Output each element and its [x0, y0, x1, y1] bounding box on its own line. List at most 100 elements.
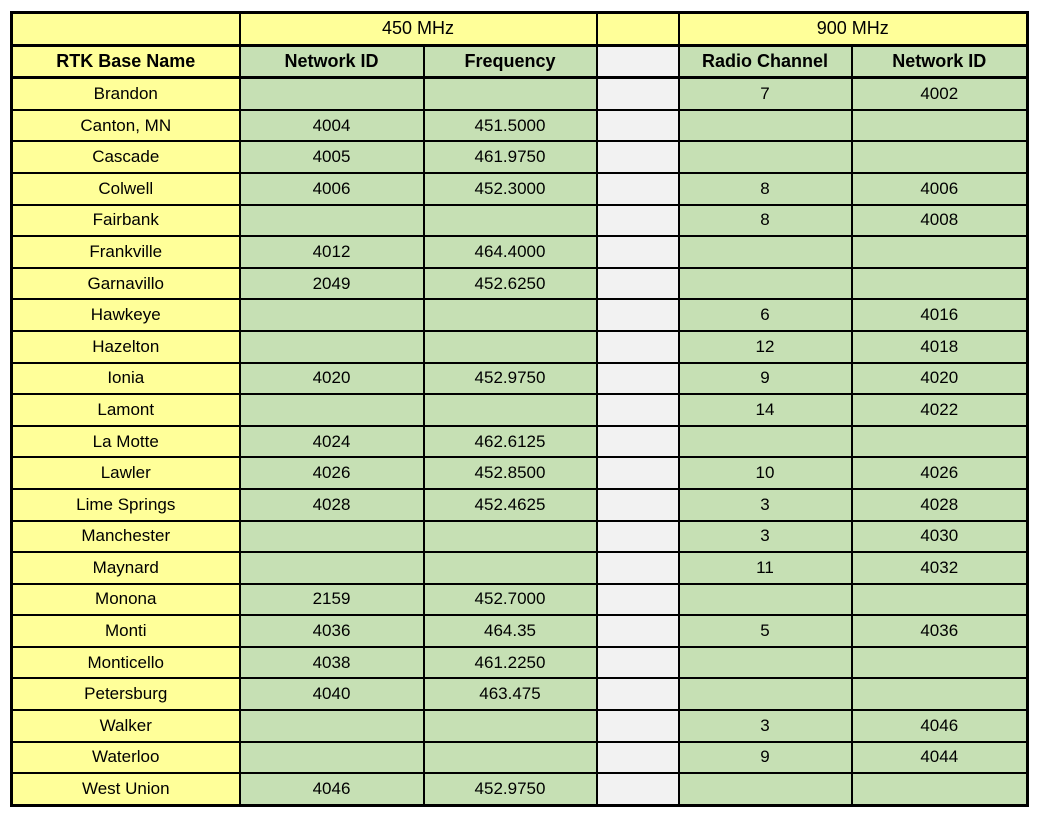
cell-network-id-450: 4006 [238, 171, 425, 206]
cell-frequency-450 [422, 519, 598, 554]
cell-base-name: La Motte [10, 424, 241, 459]
cell-network-id-900: 4036 [850, 614, 1029, 648]
cell-base-name: Cascade [10, 140, 241, 174]
cell-spacer [595, 235, 680, 269]
cell-network-id-900: 4046 [850, 709, 1029, 743]
table-row: Brandon 7 4002 [10, 76, 1029, 111]
cell-network-id-450 [238, 519, 425, 554]
cell-network-id-900 [850, 677, 1029, 712]
cell-base-name: Manchester [10, 519, 241, 554]
cell-spacer [595, 266, 680, 301]
cell-network-id-900: 4028 [850, 487, 1029, 522]
cell-spacer [595, 76, 680, 111]
cell-frequency-450 [422, 740, 598, 775]
cell-network-id-900 [850, 772, 1029, 807]
cell-base-name: Monona [10, 582, 241, 617]
cell-base-name: Ionia [10, 361, 241, 396]
cell-frequency-450 [422, 709, 598, 743]
cell-network-id-900: 4044 [850, 740, 1029, 775]
table-row: Waterloo 9 4044 [10, 740, 1029, 775]
table-row: Monti 4036 464.35 5 4036 [10, 614, 1029, 648]
cell-frequency-450: 452.8500 [422, 456, 598, 490]
column-header-network-id-450: Network ID [238, 44, 425, 80]
cell-radio-channel-900: 3 [677, 709, 853, 743]
table-row: Lime Springs 4028 452.4625 3 4028 [10, 487, 1029, 522]
cell-radio-channel-900 [677, 677, 853, 712]
table-row: Hawkeye 6 4016 [10, 298, 1029, 332]
cell-spacer [595, 582, 680, 617]
cell-network-id-450: 2159 [238, 582, 425, 617]
cell-network-id-450: 4005 [238, 140, 425, 174]
table-row: Lawler 4026 452.8500 10 4026 [10, 456, 1029, 490]
cell-network-id-450: 4036 [238, 614, 425, 648]
cell-network-id-900: 4016 [850, 298, 1029, 332]
cell-network-id-450: 4020 [238, 361, 425, 396]
cell-radio-channel-900 [677, 645, 853, 680]
cell-frequency-450 [422, 551, 598, 585]
cell-network-id-450 [238, 329, 425, 364]
cell-frequency-450: 464.35 [422, 614, 598, 648]
table-row: Hazelton 12 4018 [10, 329, 1029, 364]
cell-base-name: Garnavillo [10, 266, 241, 301]
table-row: Walker 3 4046 [10, 709, 1029, 743]
cell-network-id-900 [850, 140, 1029, 174]
cell-network-id-900: 4020 [850, 361, 1029, 396]
cell-network-id-450 [238, 740, 425, 775]
cell-radio-channel-900 [677, 424, 853, 459]
cell-network-id-900 [850, 266, 1029, 301]
cell-network-id-450: 4046 [238, 772, 425, 807]
cell-spacer [595, 772, 680, 807]
cell-network-id-900: 4022 [850, 393, 1029, 427]
cell-network-id-450 [238, 76, 425, 111]
table-row: Monticello 4038 461.2250 [10, 645, 1029, 680]
cell-frequency-450 [422, 76, 598, 111]
cell-spacer [595, 740, 680, 775]
table-row: Monona 2159 452.7000 [10, 582, 1029, 617]
cell-network-id-450: 4038 [238, 645, 425, 680]
cell-frequency-450: 452.6250 [422, 266, 598, 301]
cell-base-name: Fairbank [10, 203, 241, 238]
cell-spacer [595, 393, 680, 427]
cell-spacer [595, 298, 680, 332]
cell-radio-channel-900: 3 [677, 519, 853, 554]
cell-spacer [595, 203, 680, 238]
cell-network-id-900: 4026 [850, 456, 1029, 490]
column-header-base-name: RTK Base Name [10, 44, 241, 80]
cell-base-name: Colwell [10, 171, 241, 206]
cell-radio-channel-900 [677, 266, 853, 301]
cell-spacer [595, 171, 680, 206]
cell-network-id-450: 4024 [238, 424, 425, 459]
cell-network-id-450: 4028 [238, 487, 425, 522]
table-row: West Union 4046 452.9750 [10, 772, 1029, 807]
table-row: Petersburg 4040 463.475 [10, 677, 1029, 712]
cell-spacer [595, 677, 680, 712]
cell-base-name: Brandon [10, 76, 241, 111]
table-row: Ionia 4020 452.9750 9 4020 [10, 361, 1029, 396]
table-row: Frankville 4012 464.4000 [10, 235, 1029, 269]
table-row: Canton, MN 4004 451.5000 [10, 108, 1029, 143]
cell-frequency-450: 461.9750 [422, 140, 598, 174]
table-row: La Motte 4024 462.6125 [10, 424, 1029, 459]
cell-network-id-450: 4040 [238, 677, 425, 712]
cell-base-name: Hawkeye [10, 298, 241, 332]
cell-network-id-900 [850, 645, 1029, 680]
cell-base-name: West Union [10, 772, 241, 807]
cell-spacer [595, 487, 680, 522]
cell-frequency-450 [422, 393, 598, 427]
rtk-base-table: 450 MHz 900 MHz RTK Base Name Network ID… [10, 11, 1029, 807]
cell-network-id-450 [238, 298, 425, 332]
cell-base-name: Waterloo [10, 740, 241, 775]
table-row: Cascade 4005 461.9750 [10, 140, 1029, 174]
cell-radio-channel-900: 8 [677, 171, 853, 206]
cell-network-id-900 [850, 424, 1029, 459]
cell-frequency-450: 451.5000 [422, 108, 598, 143]
cell-radio-channel-900: 6 [677, 298, 853, 332]
cell-network-id-900 [850, 108, 1029, 143]
cell-spacer [595, 614, 680, 648]
cell-network-id-900: 4032 [850, 551, 1029, 585]
cell-radio-channel-900: 8 [677, 203, 853, 238]
cell-radio-channel-900: 11 [677, 551, 853, 585]
cell-radio-channel-900: 7 [677, 76, 853, 111]
column-header-spacer [595, 44, 680, 80]
cell-spacer [595, 709, 680, 743]
